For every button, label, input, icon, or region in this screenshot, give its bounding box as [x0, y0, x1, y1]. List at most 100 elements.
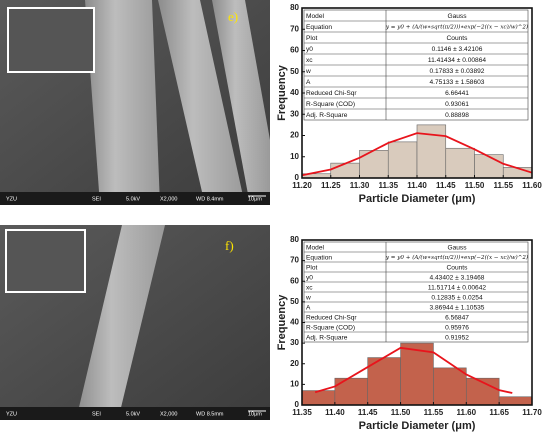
image-info: WD 8.4mm — [196, 196, 224, 202]
table-cell: Equation — [306, 24, 332, 31]
image-info: SEI — [92, 411, 101, 417]
x-tick-label: 11.70 — [522, 408, 542, 417]
table-cell: 0.95976 — [445, 324, 469, 331]
y-axis-title: Frequency — [276, 64, 288, 121]
x-axis-title: Particle Diameter (μm) — [359, 420, 476, 432]
image-info: X2,000 — [160, 411, 177, 417]
table-cell: w — [305, 68, 311, 75]
table-cell: 3.86944 ± 1.10535 — [430, 304, 485, 311]
x-tick-label: 11.35 — [292, 408, 312, 417]
table-cell: 11.41434 ± 0.00864 — [428, 57, 486, 64]
y-tick-label: 60 — [290, 276, 299, 285]
table-cell: w — [305, 294, 311, 301]
bar — [400, 342, 434, 406]
x-tick-label: 11.45 — [436, 181, 456, 190]
x-tick-label: 11.40 — [325, 408, 345, 417]
table-cell: y = y0 + (A/(w∗sqrt(π/2)))∗exp(−2((x − x… — [385, 254, 528, 261]
table-cell: Equation — [306, 254, 332, 261]
table-cell: Reduced Chi-Sqr — [306, 314, 357, 321]
y-tick-label: 0 — [295, 173, 300, 182]
table-cell: 4.75133 ± 1.58603 — [430, 79, 485, 86]
y-tick-label: 10 — [290, 152, 299, 161]
x-tick-label: 11.60 — [456, 408, 476, 417]
table-cell: Gauss — [447, 13, 467, 20]
y-tick-label: 50 — [290, 297, 299, 306]
table-cell: A — [306, 304, 311, 311]
x-tick-label: 11.55 — [424, 408, 444, 417]
table-cell: Plot — [306, 35, 318, 42]
y-tick-label: 40 — [290, 318, 299, 327]
bar — [474, 154, 504, 179]
sem-image — [0, 0, 270, 205]
y-tick-label: 70 — [290, 256, 299, 265]
y-tick-label: 70 — [290, 24, 299, 33]
table-cell: 0.17833 ± 0.03892 — [430, 68, 485, 75]
table-cell: Reduced Chi-Sqr — [306, 90, 357, 97]
image-info: WD 8.5mm — [196, 411, 224, 417]
table-cell: Counts — [447, 35, 469, 42]
table-cell: Plot — [306, 264, 318, 271]
bar — [445, 147, 475, 179]
table-cell: R-Square (COD) — [306, 324, 355, 331]
table-cell: Adj. R-Square — [306, 334, 348, 341]
bar — [334, 377, 369, 406]
table-cell: Gauss — [447, 244, 467, 251]
panel-label: e) — [228, 9, 238, 24]
image-info: YZU — [6, 196, 17, 202]
image-info: 5.0kV — [126, 411, 140, 417]
bar — [387, 141, 418, 179]
image-info: YZU — [6, 411, 17, 417]
x-tick-label: 11.40 — [407, 181, 427, 190]
table-cell: 4.43402 ± 3.19468 — [430, 274, 485, 281]
y-tick-label: 60 — [290, 46, 299, 55]
y-axis-title: Frequency — [276, 294, 288, 351]
table-cell: Counts — [447, 264, 469, 271]
x-axis-title: Particle Diameter (μm) — [359, 193, 476, 205]
image-info: X2,000 — [160, 196, 177, 202]
table-cell: 6.56847 — [445, 314, 469, 321]
table-cell: 0.1146 ± 3.42106 — [432, 46, 483, 53]
table-cell: 0.88898 — [445, 112, 469, 119]
x-tick-label: 11.50 — [391, 408, 411, 417]
table-cell: 11.51714 ± 0.00642 — [428, 284, 486, 291]
x-tick-label: 11.30 — [350, 181, 370, 190]
sem-image — [0, 225, 270, 420]
image-info: 10μm — [248, 411, 262, 417]
bar — [330, 162, 360, 179]
x-tick-label: 11.55 — [493, 181, 513, 190]
image-info: SEI — [92, 196, 101, 202]
y-tick-label: 0 — [295, 400, 300, 409]
y-tick-label: 20 — [290, 359, 299, 368]
table-cell: 0.12835 ± 0.0254 — [431, 294, 483, 301]
x-tick-label: 11.60 — [522, 181, 542, 190]
fit-curve — [314, 346, 513, 394]
x-tick-label: 11.20 — [292, 181, 312, 190]
bar — [359, 150, 389, 179]
table-cell: Model — [306, 244, 324, 251]
image-info: 10μm — [248, 196, 262, 202]
y-tick-label: 80 — [290, 3, 299, 12]
bar — [498, 396, 533, 406]
table-cell: 0.91952 — [445, 334, 469, 341]
table-cell: Model — [306, 13, 324, 20]
y-tick-label: 30 — [290, 109, 299, 118]
x-tick-label: 11.45 — [358, 408, 378, 417]
image-info: 5.0kV — [126, 196, 140, 202]
bar — [433, 367, 467, 406]
table-cell: y = y0 + (A/(w∗sqrt(π/2)))∗exp(−2((x − x… — [385, 24, 528, 31]
y-tick-label: 30 — [290, 338, 299, 347]
table-cell: 0.93061 — [445, 101, 469, 108]
table-cell: y0 — [306, 46, 313, 53]
y-tick-label: 20 — [290, 131, 299, 140]
table-cell: 6.66441 — [445, 90, 469, 97]
table-cell: xc — [306, 57, 313, 64]
table-cell: y0 — [306, 274, 313, 281]
y-tick-label: 40 — [290, 88, 299, 97]
x-tick-label: 11.65 — [489, 408, 509, 417]
fit-curve — [301, 132, 533, 177]
table-cell: xc — [306, 284, 313, 291]
x-tick-label: 11.50 — [465, 181, 485, 190]
table-cell: A — [306, 79, 311, 86]
table-cell: Adj. R-Square — [306, 112, 348, 119]
